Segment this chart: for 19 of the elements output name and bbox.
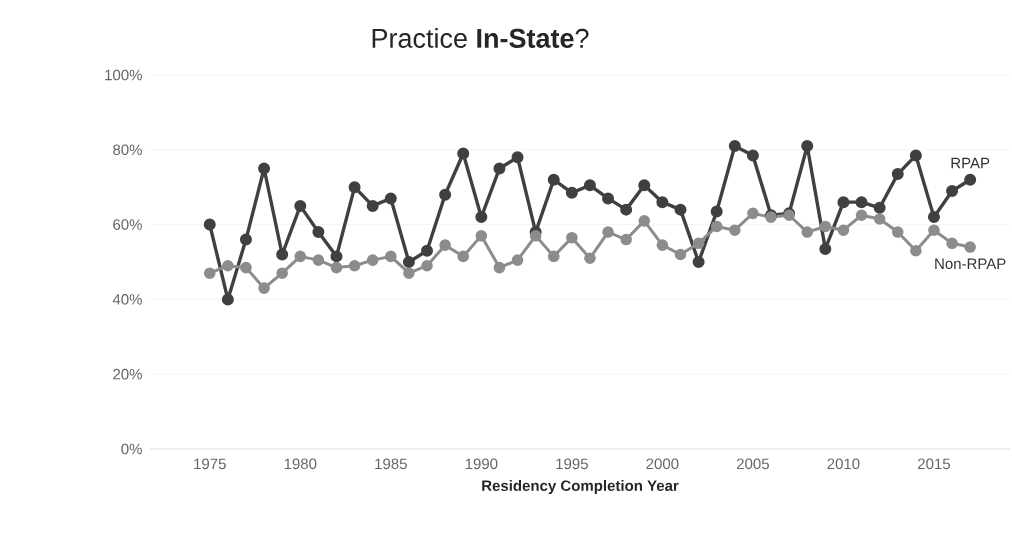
- y-tick-label: 80%: [113, 144, 142, 156]
- x-tick-label: 2010: [827, 458, 860, 470]
- x-tick-label: 2005: [736, 458, 769, 470]
- x-tick-label: 2000: [646, 458, 679, 470]
- x-tick-label: 1990: [465, 458, 498, 470]
- x-tick-label: 1995: [556, 458, 588, 470]
- x-tick-label: 2015: [918, 458, 951, 470]
- x-axis-title: Residency Completion Year: [482, 480, 679, 494]
- y-tick-label: 0%: [121, 443, 142, 455]
- x-tick-label: 1980: [284, 458, 317, 470]
- y-tick-label: 100%: [105, 69, 142, 81]
- chart-title: Practice In-State?: [372, 28, 589, 48]
- x-tick-label: 1975: [194, 458, 226, 470]
- y-tick-label: 60%: [113, 219, 142, 230]
- x-tick-label: 1985: [375, 458, 407, 470]
- series-label: RPAP: [951, 157, 990, 169]
- series-label: Non-RPAP: [935, 258, 1006, 270]
- y-tick-label: 20%: [113, 368, 142, 380]
- y-tick-label: 40%: [112, 294, 142, 305]
